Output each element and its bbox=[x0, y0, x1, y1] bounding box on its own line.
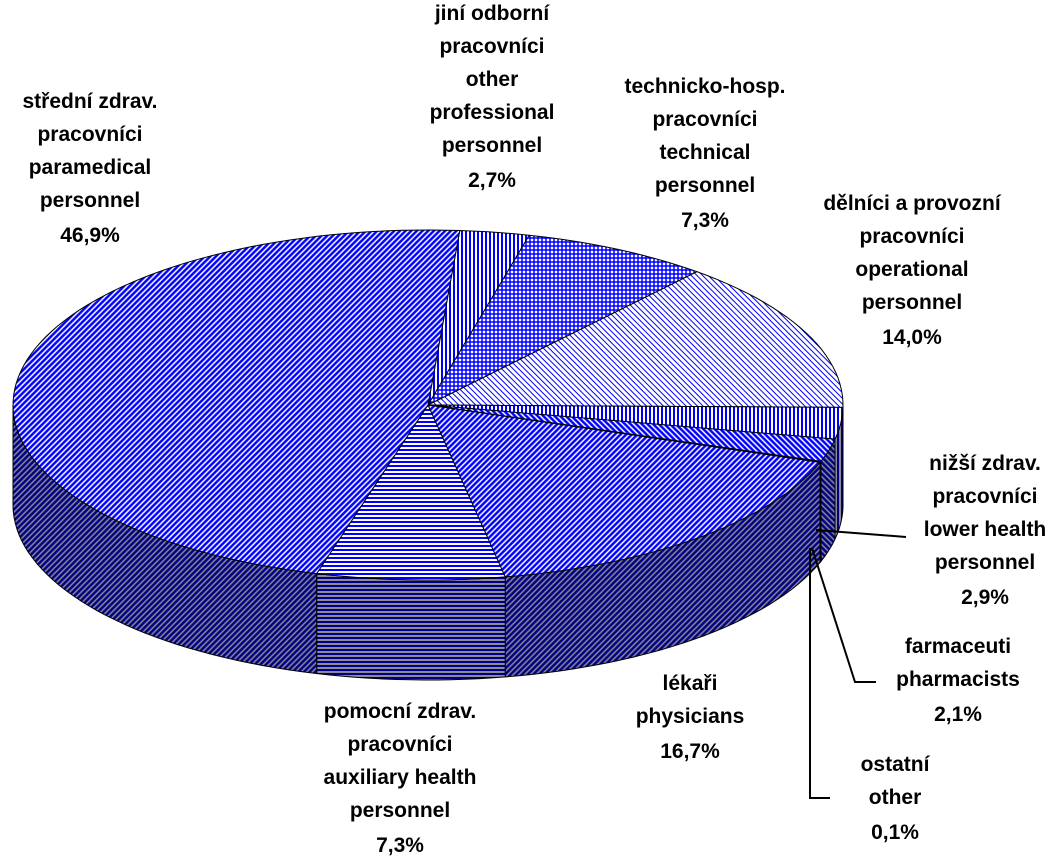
label-line: auxiliary health bbox=[324, 766, 477, 789]
label-line: pomocní zdrav. bbox=[324, 700, 476, 723]
label-line: physicians bbox=[636, 705, 745, 728]
leader-line bbox=[815, 529, 907, 538]
label-line: technical bbox=[659, 141, 750, 164]
label-line: střední zdrav. bbox=[23, 90, 158, 113]
label-line: pracovníci bbox=[347, 733, 452, 756]
value-label: 2,9% bbox=[961, 586, 1009, 609]
label-line: jiní odborní bbox=[434, 2, 550, 25]
label-line: lower health bbox=[924, 518, 1047, 541]
value-label: 14,0% bbox=[882, 326, 942, 349]
value-label: 16,7% bbox=[660, 740, 720, 763]
slice-label: střední zdrav. pracovníci paramedical perso… bbox=[23, 90, 158, 247]
label-line: personnel bbox=[442, 134, 542, 157]
label-line: operational bbox=[855, 258, 968, 281]
slice-label: nižší zdrav. pracovníci lower health person… bbox=[924, 452, 1047, 609]
label-line: other bbox=[869, 786, 922, 809]
label-line: personnel bbox=[40, 189, 140, 212]
label-line: pracovníci bbox=[37, 123, 142, 146]
label-line: paramedical bbox=[29, 156, 152, 179]
pie-slice bbox=[427, 271, 844, 408]
label-line: personnel bbox=[862, 291, 962, 314]
pie-slice bbox=[426, 234, 699, 407]
label-line: pracovníci bbox=[652, 108, 757, 131]
label-line: personnel bbox=[655, 174, 755, 197]
value-label: 7,3% bbox=[376, 834, 424, 857]
label-line: dělníci a provozní bbox=[823, 192, 1002, 215]
pie-slice bbox=[315, 403, 506, 581]
value-label: 2,7% bbox=[468, 169, 516, 192]
value-label: 2,1% bbox=[934, 703, 982, 726]
slice-label: dělníci a provozní pracovníci operational p… bbox=[823, 192, 1002, 349]
label-line: other bbox=[466, 68, 519, 91]
pie-slice bbox=[12, 229, 461, 575]
slice-label: ostatní other 0,1% bbox=[861, 753, 931, 844]
pie-slice bbox=[427, 229, 531, 406]
label-line: pracovníci bbox=[932, 485, 1037, 508]
slice-label: lékaři physicians 16,7% bbox=[636, 672, 745, 763]
value-label: 46,9% bbox=[60, 224, 120, 247]
slice-label: pomocní zdrav. pracovníci auxiliary health… bbox=[324, 700, 477, 857]
pie-slice bbox=[427, 404, 821, 578]
label-line: pracovníci bbox=[859, 225, 964, 248]
leader-line bbox=[809, 548, 830, 799]
label-line: personnel bbox=[935, 551, 1035, 574]
label-line: technicko-hosp. bbox=[624, 75, 785, 98]
label-line: professional bbox=[430, 101, 555, 124]
pie-tops bbox=[12, 229, 844, 581]
slice-label: jiní odborní pracovníci other professional p… bbox=[430, 2, 555, 192]
label-line: farmaceuti bbox=[905, 635, 1011, 658]
slice-label: technicko-hosp. pracovníci technical person… bbox=[624, 75, 785, 232]
value-label: 0,1% bbox=[871, 821, 919, 844]
label-line: lékaři bbox=[663, 672, 718, 695]
leader-line bbox=[811, 547, 876, 683]
label-line: ostatní bbox=[861, 753, 931, 776]
value-label: 7,3% bbox=[681, 209, 729, 232]
label-line: nižší zdrav. bbox=[929, 452, 1041, 475]
label-line: personnel bbox=[350, 799, 450, 822]
pie-side bbox=[316, 573, 506, 681]
slice-label: farmaceuti pharmacists 2,1% bbox=[896, 635, 1020, 726]
label-line: pracovníci bbox=[439, 35, 544, 58]
label-line: pharmacists bbox=[896, 668, 1020, 691]
